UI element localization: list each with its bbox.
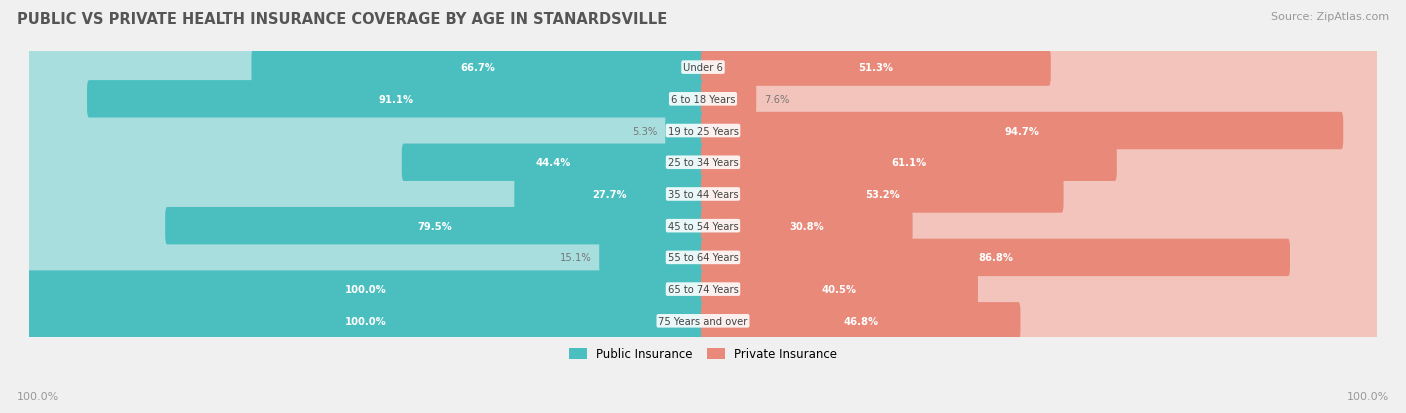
FancyBboxPatch shape — [702, 302, 1021, 340]
FancyBboxPatch shape — [702, 144, 1116, 182]
Text: 7.6%: 7.6% — [765, 95, 790, 104]
FancyBboxPatch shape — [702, 113, 1343, 150]
Text: 6 to 18 Years: 6 to 18 Years — [671, 95, 735, 104]
Text: 30.8%: 30.8% — [789, 221, 824, 231]
FancyBboxPatch shape — [27, 49, 704, 87]
Legend: Public Insurance, Private Insurance: Public Insurance, Private Insurance — [564, 343, 842, 365]
FancyBboxPatch shape — [702, 176, 1063, 213]
FancyBboxPatch shape — [27, 302, 704, 340]
FancyBboxPatch shape — [27, 144, 704, 182]
Text: Under 6: Under 6 — [683, 63, 723, 73]
Text: 46.8%: 46.8% — [844, 316, 879, 326]
FancyBboxPatch shape — [27, 239, 704, 276]
Text: PUBLIC VS PRIVATE HEALTH INSURANCE COVERAGE BY AGE IN STANARDSVILLE: PUBLIC VS PRIVATE HEALTH INSURANCE COVER… — [17, 12, 666, 27]
Text: 35 to 44 Years: 35 to 44 Years — [668, 190, 738, 199]
Text: 66.7%: 66.7% — [461, 63, 496, 73]
FancyBboxPatch shape — [165, 207, 704, 245]
FancyBboxPatch shape — [599, 239, 704, 276]
FancyBboxPatch shape — [702, 49, 1050, 87]
Text: 100.0%: 100.0% — [344, 285, 387, 294]
Text: 65 to 74 Years: 65 to 74 Years — [668, 285, 738, 294]
Text: 61.1%: 61.1% — [891, 158, 927, 168]
Text: 79.5%: 79.5% — [418, 221, 453, 231]
Text: 100.0%: 100.0% — [17, 391, 59, 401]
Text: 94.7%: 94.7% — [1005, 126, 1039, 136]
FancyBboxPatch shape — [702, 113, 1379, 150]
FancyBboxPatch shape — [27, 81, 704, 118]
FancyBboxPatch shape — [252, 49, 704, 87]
FancyBboxPatch shape — [515, 176, 704, 213]
FancyBboxPatch shape — [27, 207, 704, 245]
Text: 53.2%: 53.2% — [865, 190, 900, 199]
FancyBboxPatch shape — [27, 302, 704, 340]
Text: 5.3%: 5.3% — [631, 126, 657, 136]
Text: 100.0%: 100.0% — [344, 316, 387, 326]
FancyBboxPatch shape — [27, 271, 704, 308]
FancyBboxPatch shape — [702, 176, 1379, 213]
Text: 55 to 64 Years: 55 to 64 Years — [668, 253, 738, 263]
FancyBboxPatch shape — [702, 81, 756, 118]
FancyBboxPatch shape — [27, 176, 704, 213]
Text: 86.8%: 86.8% — [979, 253, 1012, 263]
Text: 27.7%: 27.7% — [592, 190, 627, 199]
FancyBboxPatch shape — [27, 271, 704, 308]
FancyBboxPatch shape — [665, 113, 704, 150]
Text: 91.1%: 91.1% — [378, 95, 413, 104]
FancyBboxPatch shape — [702, 271, 1379, 308]
Text: 44.4%: 44.4% — [536, 158, 571, 168]
Text: 51.3%: 51.3% — [859, 63, 893, 73]
FancyBboxPatch shape — [702, 207, 1379, 245]
FancyBboxPatch shape — [702, 207, 912, 245]
Text: 75 Years and over: 75 Years and over — [658, 316, 748, 326]
Text: 100.0%: 100.0% — [1347, 391, 1389, 401]
Text: 15.1%: 15.1% — [560, 253, 591, 263]
Text: 40.5%: 40.5% — [823, 285, 858, 294]
FancyBboxPatch shape — [702, 239, 1379, 276]
FancyBboxPatch shape — [702, 271, 979, 308]
FancyBboxPatch shape — [702, 49, 1379, 87]
Text: Source: ZipAtlas.com: Source: ZipAtlas.com — [1271, 12, 1389, 22]
Text: 19 to 25 Years: 19 to 25 Years — [668, 126, 738, 136]
Text: 25 to 34 Years: 25 to 34 Years — [668, 158, 738, 168]
FancyBboxPatch shape — [702, 144, 1379, 182]
FancyBboxPatch shape — [27, 113, 704, 150]
FancyBboxPatch shape — [702, 81, 1379, 118]
FancyBboxPatch shape — [402, 144, 704, 182]
FancyBboxPatch shape — [702, 302, 1379, 340]
Text: 45 to 54 Years: 45 to 54 Years — [668, 221, 738, 231]
FancyBboxPatch shape — [87, 81, 704, 118]
FancyBboxPatch shape — [702, 239, 1289, 276]
